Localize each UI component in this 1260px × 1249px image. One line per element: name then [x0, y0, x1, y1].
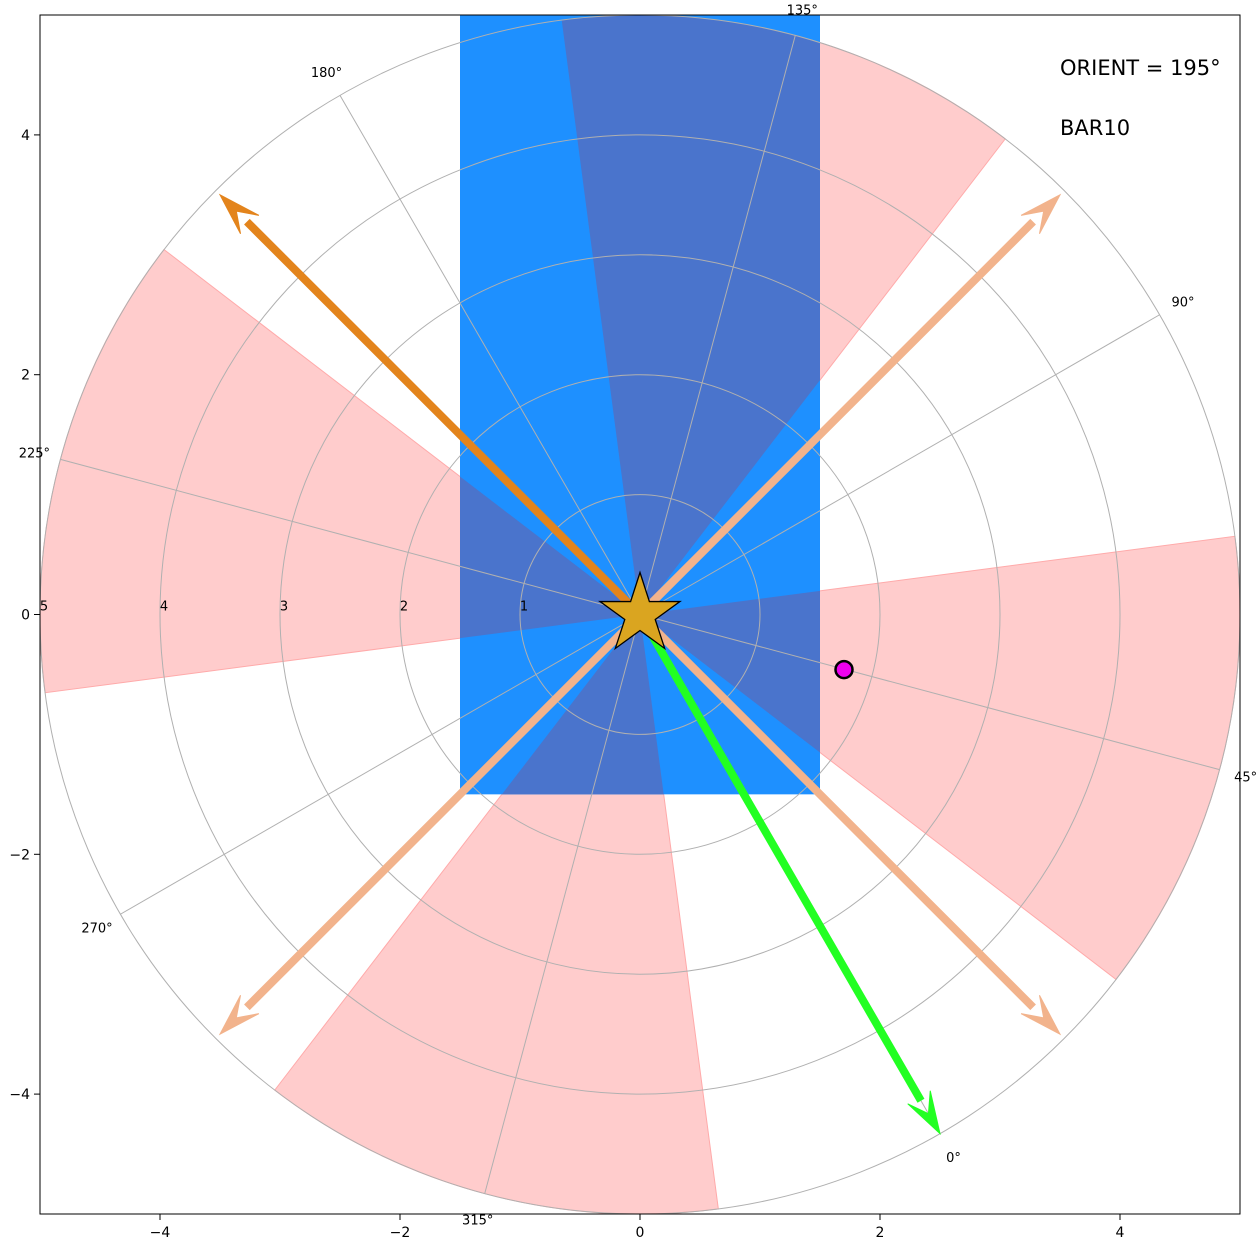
x-tick-label-3: 2 — [876, 1225, 885, 1241]
arrow-4 — [636, 612, 941, 1136]
spoke-225 — [60, 458, 641, 615]
overlap-1 — [561, 15, 820, 615]
angle-label-180: 180° — [311, 66, 342, 81]
arrow-0 — [218, 193, 643, 618]
spoke-135 — [639, 35, 796, 615]
radial-label-1: 1 — [520, 600, 528, 615]
x-tick-label-0: −4 — [150, 1225, 171, 1241]
bar-annotation: BAR10 — [1060, 116, 1130, 140]
spoke-45 — [639, 614, 1220, 771]
radial-label-3: 3 — [280, 600, 288, 615]
radial-label-2: 2 — [400, 600, 408, 615]
angle-label-270: 270° — [81, 922, 112, 937]
arrow-1 — [637, 193, 1062, 618]
overlap-0 — [640, 590, 820, 753]
radial-circle-1 — [519, 494, 761, 735]
overlap-3 — [501, 614, 664, 795]
spoke-315 — [484, 614, 641, 1194]
angle-label-45: 45° — [1234, 771, 1257, 786]
spoke-180 — [339, 95, 641, 615]
x-tick-label-1: −2 — [390, 1225, 411, 1241]
angle-label-135: 135° — [787, 3, 818, 18]
radial-label-5: 5 — [40, 600, 48, 615]
star-marker — [598, 570, 682, 651]
y-tick-label-4: −4 — [9, 1087, 30, 1103]
x-tick-label-2: 0 — [636, 1225, 645, 1241]
radial-circle-4 — [159, 134, 1121, 1095]
y-tick-label-2: 0 — [21, 608, 30, 624]
angle-label-315: 315° — [462, 1214, 493, 1229]
angle-label-0: 0° — [946, 1151, 961, 1166]
target-marker — [834, 659, 854, 680]
spoke-90 — [639, 314, 1160, 615]
y-tick-label-1: 2 — [21, 368, 30, 384]
x-tick-label-4: 4 — [1116, 1225, 1125, 1241]
y-tick-label-3: −2 — [9, 847, 30, 863]
orient-annotation: ORIENT = 195° — [1060, 56, 1221, 80]
radial-label-4: 4 — [160, 600, 168, 615]
radial-circle-3 — [279, 254, 1001, 975]
arrow-2 — [218, 611, 643, 1036]
overlap-2 — [460, 476, 640, 639]
arrow-3 — [637, 611, 1062, 1036]
sector-bar-overlap — [460, 15, 820, 795]
angle-label-225: 225° — [19, 446, 50, 461]
y-tick-label-0: 4 — [21, 128, 30, 144]
spoke-270 — [120, 614, 641, 915]
angle-label-90: 90° — [1171, 295, 1194, 310]
radial-circle-2 — [399, 374, 881, 855]
